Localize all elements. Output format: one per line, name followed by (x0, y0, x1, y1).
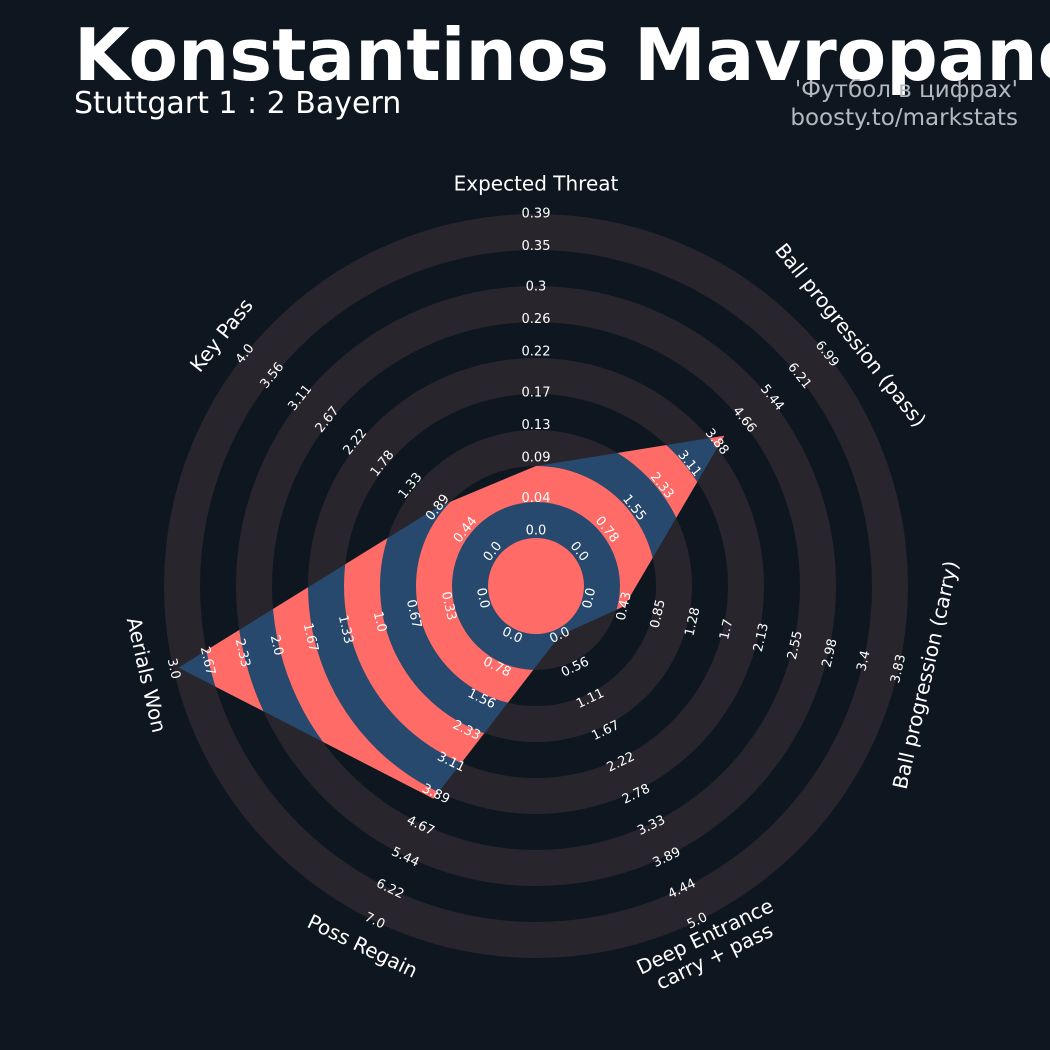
tick-label: 3.0 (164, 657, 183, 681)
tick-label: 3.83 (888, 653, 909, 685)
chart-title: Konstantinos Mavropanos (74, 13, 1050, 97)
tick-label: 0.0 (473, 586, 492, 610)
tick-label: 0.33 (438, 590, 459, 622)
tick-label: 0.04 (522, 491, 551, 506)
tick-label: 1.7 (717, 618, 736, 642)
tick-label: 0.35 (522, 239, 551, 254)
tick-label: 0.26 (522, 312, 551, 327)
tick-label: 1.28 (682, 606, 703, 638)
tick-label: 0.85 (648, 598, 669, 630)
tick-label: 0.13 (522, 418, 551, 433)
tick-label: 1.67 (300, 622, 321, 654)
chart-subtitle: Stuttgart 1 : 2 Bayern (74, 86, 401, 121)
tick-label: 2.13 (751, 622, 772, 654)
tick-label: 1.33 (335, 614, 356, 646)
tick-label: 2.0 (267, 634, 286, 658)
tick-label: 0.09 (522, 450, 551, 465)
tick-label: 0.43 (614, 590, 635, 622)
credit: 'Футбол в цифрах' (795, 77, 1018, 103)
tick-label: 0.39 (522, 207, 551, 222)
tick-label: 0.22 (522, 345, 551, 360)
tick-label: 0.67 (403, 598, 424, 630)
tick-label: 2.98 (820, 637, 841, 669)
tick-label: 0.3 (526, 280, 547, 295)
tick-label: 0.0 (580, 586, 599, 610)
tick-label: 2.67 (197, 645, 218, 677)
tick-label: 2.55 (785, 629, 806, 661)
radar-ring (488, 538, 584, 634)
tick-label: 3.4 (854, 649, 873, 673)
tick-label: 0.17 (522, 385, 551, 400)
tick-label: 0.0 (526, 524, 547, 539)
tick-label: 2.33 (232, 637, 253, 669)
credit: boosty.to/markstats (790, 105, 1018, 131)
tick-label: 1.0 (370, 610, 389, 634)
param-label: Expected Threat (454, 172, 619, 196)
